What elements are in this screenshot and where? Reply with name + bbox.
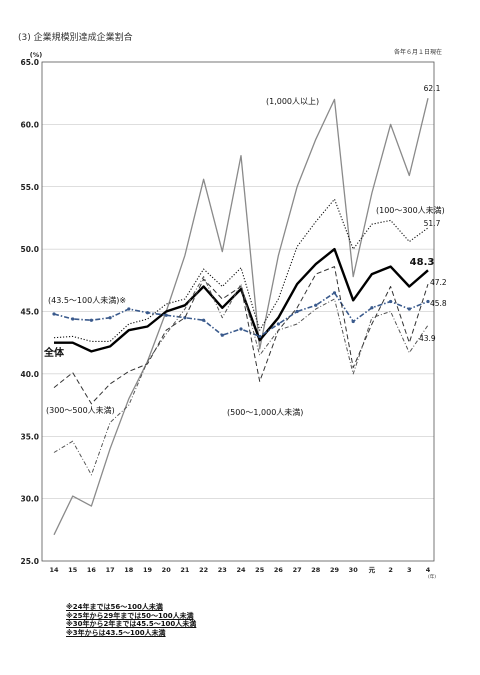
series-line-2 (54, 247, 429, 353)
grid-lines (42, 124, 434, 499)
y-tick-label: 65.0 (20, 58, 39, 67)
series-point (89, 318, 93, 322)
x-tick-label: 28 (311, 566, 321, 574)
x-tick-label: 19 (143, 566, 153, 574)
x-tick-label: 16 (87, 566, 97, 574)
x-tick-label: 15 (68, 566, 78, 574)
series-point (258, 334, 262, 339)
y-tick-label: 25.0 (20, 557, 39, 566)
series-name-label: (43.5～100人未満)※ (48, 295, 126, 305)
y-tick-label: 50.0 (20, 245, 39, 254)
end-value-label: 47.2 (430, 278, 447, 287)
series-point (389, 299, 393, 304)
x-tick-label: 21 (180, 566, 190, 574)
end-value-label: 45.8 (430, 299, 447, 308)
plot-frame (41, 61, 435, 562)
series-point (276, 322, 280, 326)
x-tick-label: 17 (106, 566, 115, 574)
x-tick-label: 4 (426, 566, 431, 574)
y-axis-label: (%) (30, 51, 42, 59)
series-point (426, 299, 430, 304)
series-line-0 (53, 98, 429, 536)
series-point (202, 318, 206, 322)
series-point (370, 306, 374, 310)
y-tick-label: 45.0 (20, 308, 39, 317)
x-tick-label: 24 (236, 566, 246, 574)
series-point (145, 311, 150, 315)
x-tick-label: 22 (199, 566, 208, 574)
series-point (108, 316, 112, 320)
x-tick-label: 27 (293, 566, 302, 574)
series-line-1 (53, 198, 429, 342)
footnotes: ※24年までは56～100人未満 ※25年から29年までは50～100人未満 ※… (66, 603, 196, 637)
series-point (164, 313, 168, 317)
x-tick-label: 25 (255, 566, 265, 574)
series-point (52, 312, 56, 316)
line-chart: 25.0 30.0 35.0 40.0 45.0 50.0 55.0 60.0 65.0(%) 1… (20, 51, 447, 580)
x-tick-label: 元 (369, 566, 376, 574)
series-point (71, 317, 75, 321)
x-tick-label: 23 (218, 566, 227, 574)
x-tick-label: 26 (274, 566, 284, 574)
axes: 25.0 30.0 35.0 40.0 45.0 50.0 55.0 60.0 65.0(%) 1… (20, 51, 436, 580)
x-tick-label: 20 (162, 566, 172, 574)
series-point (407, 307, 411, 311)
y-tick-label: 60.0 (20, 120, 39, 129)
series-point (239, 327, 243, 331)
footnote-4: ※3年からは43.5～100人未満 (66, 628, 166, 637)
y-tick-label: 55.0 (20, 183, 39, 192)
series-name-label: (100～300人未満) (376, 205, 445, 215)
series-name-label: (300～500人未満) (46, 405, 115, 415)
x-tick-label: 29 (330, 566, 340, 574)
series-point (332, 291, 337, 295)
date-note: 各年６月１日現在 (393, 49, 442, 56)
series-line-4 (53, 266, 429, 405)
footnote-3: ※30年から2年までは45.5～100人未満 (66, 620, 197, 628)
chart-labels: 62.1 51.7 48.3 47.2 45.8 43.9 (1,000人以上) (100～3… (43, 84, 447, 417)
series-point (295, 309, 299, 314)
x-axis-label: (年) (428, 573, 436, 580)
end-value-label: 43.9 (419, 334, 436, 343)
series-point (127, 307, 131, 311)
x-tick-label: 3 (407, 566, 412, 574)
y-tick-label: 30.0 (20, 495, 39, 504)
series-name-label: 全体 (43, 346, 65, 359)
end-value-label: 51.7 (424, 219, 441, 228)
x-tick-label: 2 (388, 566, 393, 574)
footnote-1: ※24年までは56～100人未満 (66, 603, 163, 611)
x-tick-label: 18 (124, 566, 134, 574)
y-tick-label: 40.0 (20, 370, 39, 379)
end-value-label: 62.1 (424, 84, 441, 93)
series-point (314, 303, 318, 307)
series-lines (52, 98, 430, 536)
end-value-label: 48.3 (410, 257, 435, 268)
series-name-label: (500～1,000人未満) (227, 407, 303, 417)
series-name-label: (1,000人以上) (266, 97, 319, 106)
page-title: (3) 企業規模別達成企業割合 (18, 33, 133, 43)
footnote-2: ※25年から29年までは50～100人未満 (66, 611, 194, 620)
x-tick-label: 14 (49, 566, 59, 574)
series-point (220, 333, 224, 337)
y-tick-label: 35.0 (20, 432, 39, 441)
x-tick-label: 30 (349, 566, 359, 574)
series-point (351, 319, 355, 324)
series-line-5 (53, 276, 429, 476)
